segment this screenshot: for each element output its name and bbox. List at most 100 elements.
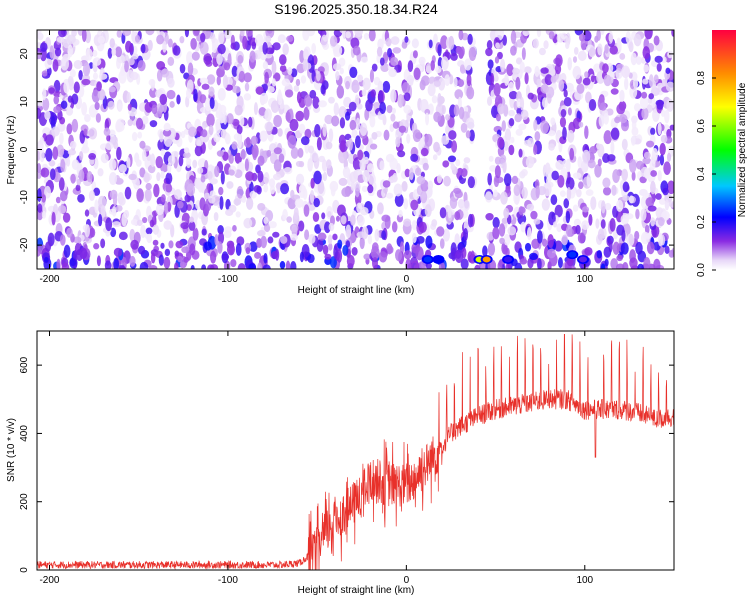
heatmap-cell: [45, 134, 54, 146]
heatmap-cell: [460, 168, 468, 177]
heatmap-cell: [69, 258, 77, 267]
heatmap-cell: [41, 210, 47, 219]
heatmap-cell: [228, 169, 235, 176]
heatmap-cell: [356, 202, 363, 213]
heatmap-cell: [635, 56, 642, 65]
heatmap-cell: [287, 135, 297, 149]
heatmap-cell: [338, 106, 347, 118]
heatmap-cell: [177, 200, 184, 209]
heatmap-cell: [500, 191, 508, 205]
heatmap-cell: [75, 184, 81, 192]
snr-series-line: [37, 334, 674, 570]
heatmap-cell: [141, 115, 149, 125]
heatmap-cell: [533, 119, 538, 132]
heatmap-cell: [37, 203, 43, 213]
heatmap-cell: [558, 79, 565, 91]
heatmap-cell: [602, 63, 609, 74]
heatmap-cell: [457, 96, 462, 111]
heatmap-cell: [631, 126, 639, 136]
heatmap-cell: [340, 139, 346, 153]
heatmap-cell: [354, 94, 360, 107]
heatmap-cell: [234, 104, 243, 116]
heatmap-cell: [505, 247, 510, 257]
heatmap-cell: [645, 197, 655, 208]
heatmap-cell: [282, 209, 288, 221]
heatmap-cell: [544, 74, 553, 86]
heatmap-cell: [379, 57, 385, 66]
heatmap-cell: [566, 187, 572, 201]
heatmap-cell: [621, 168, 629, 181]
heatmap-cell: [130, 71, 139, 81]
heatmap-cell: [428, 39, 433, 49]
heatmap-cell: [191, 51, 200, 61]
heatmap-cell: [245, 197, 254, 210]
heatmap-cell: [321, 80, 329, 90]
heatmap-cell: [635, 160, 644, 170]
heatmap-cell: [220, 170, 225, 185]
heatmap-cell: [433, 111, 442, 123]
heatmap-cell: [311, 152, 319, 162]
heatmap-cell: [519, 171, 526, 179]
heatmap-cell: [208, 124, 214, 136]
heatmap-cell: [497, 103, 505, 115]
heatmap-cell: [386, 192, 394, 199]
heatmap-cell: [425, 235, 433, 249]
heatmap-cell: [244, 82, 250, 92]
heatmap-cell: [433, 80, 441, 87]
heatmap-cell: [214, 165, 220, 178]
heatmap-cell: [412, 129, 422, 143]
heatmap-cell: [318, 100, 328, 108]
heatmap-cell: [188, 221, 196, 231]
heatmap-cell: [578, 121, 584, 128]
heatmap-cell: [359, 122, 368, 136]
heatmap-cell: [346, 254, 355, 268]
heatmap-cell: [143, 172, 150, 183]
heatmap-cell: [616, 263, 625, 269]
heatmap-cell: [460, 258, 469, 269]
y-tick-label: 10: [19, 96, 30, 108]
heatmap-cell: [197, 178, 204, 193]
heatmap-cell: [137, 131, 143, 139]
heatmap-cell: [51, 126, 60, 137]
heatmap-cell: [129, 228, 136, 242]
heatmap-cell: [377, 90, 384, 104]
heatmap-cell: [67, 34, 76, 44]
heatmap-cell: [44, 110, 51, 121]
heatmap-cell: [451, 247, 457, 262]
heatmap-cell: [83, 128, 88, 136]
heatmap-cell: [566, 257, 574, 267]
heatmap-cell: [128, 173, 137, 180]
heatmap-cell: [482, 245, 488, 257]
heatmap-cell: [71, 118, 79, 133]
heatmap-cell: [39, 136, 45, 145]
heatmap-cell: [150, 252, 156, 264]
heatmap-cell: [252, 147, 258, 161]
heatmap-cell: [248, 241, 258, 252]
heatmap-cell: [56, 144, 65, 158]
heatmap-cell: [584, 246, 593, 256]
heatmap-cell: [280, 183, 290, 195]
heatmap-cell: [632, 78, 639, 89]
heatmap-cell: [621, 138, 628, 151]
heatmap-cell: [112, 193, 118, 207]
heatmap-cell: [283, 167, 293, 175]
heatmap-cell: [457, 79, 465, 87]
heatmap-cell: [336, 85, 345, 99]
heatmap-cell: [70, 173, 76, 184]
heatmap-cell: [379, 101, 387, 114]
heatmap-cell: [321, 212, 326, 220]
heatmap-cell: [581, 220, 590, 231]
heatmap-cell: [348, 137, 353, 151]
heatmap-cell: [145, 227, 153, 235]
heatmap-cell: [324, 114, 334, 125]
heatmap-cell: [349, 66, 358, 78]
heatmap-cell: [224, 133, 231, 145]
colorbar-tick-label: 0.8: [696, 71, 707, 85]
heatmap-cell: [237, 54, 244, 64]
heatmap-cell: [442, 228, 450, 242]
heatmap-cell: [596, 249, 603, 259]
heatmap-cell: [453, 104, 460, 117]
heatmap-cell: [658, 197, 667, 205]
heatmap-cell: [418, 221, 427, 233]
